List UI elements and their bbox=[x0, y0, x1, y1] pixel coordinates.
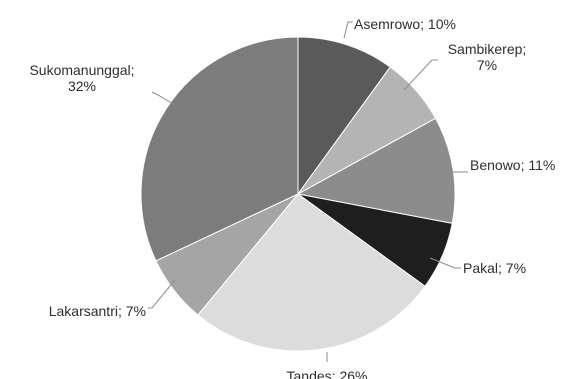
pie-slice-tandes bbox=[197, 193, 426, 352]
leader-line-lakarsantri bbox=[148, 279, 176, 309]
leader-line-sukomanunggal bbox=[151, 91, 176, 106]
data-label-line: Pakal; 7% bbox=[463, 260, 526, 276]
data-label-line: Sambikerep; bbox=[448, 41, 527, 57]
data-label-line: Benowo; 11% bbox=[470, 157, 555, 173]
data-label-line: Asemrowo; 10% bbox=[354, 16, 456, 32]
leader-line-sambikerep bbox=[403, 59, 438, 91]
data-label-line: 32% bbox=[68, 78, 96, 94]
data-label-line: Lakarsantri; 7% bbox=[49, 303, 146, 319]
data-label-lakarsantri: Lakarsantri; 7% bbox=[49, 303, 146, 319]
data-label-sukomanunggal: Sukomanunggal; 32% bbox=[29, 62, 134, 94]
pie-slice-benowo bbox=[296, 117, 456, 225]
leader-lines bbox=[148, 21, 468, 362]
data-label-line: 7% bbox=[477, 57, 497, 73]
data-label-line: Tandes; 26% bbox=[287, 368, 368, 379]
pie-slices bbox=[140, 36, 456, 352]
data-label-tandes: Tandes; 26% bbox=[287, 368, 368, 379]
leader-line-asemrowo bbox=[343, 21, 353, 39]
pie-slice-sukomanunggal bbox=[140, 36, 299, 262]
data-labels: Asemrowo; 10% Sambikerep; 7% Benowo; 11% Pak… bbox=[29, 16, 555, 379]
leader-line-pakal bbox=[429, 257, 461, 269]
data-label-asemrowo: Asemrowo; 10% bbox=[354, 16, 456, 32]
data-label-benowo: Benowo; 11% bbox=[470, 157, 555, 173]
data-label-sambikerep: Sambikerep; 7% bbox=[448, 41, 527, 73]
data-label-pakal: Pakal; 7% bbox=[463, 260, 526, 276]
data-label-line: Sukomanunggal; bbox=[29, 62, 134, 78]
pie-slice-asemrowo bbox=[297, 36, 391, 196]
